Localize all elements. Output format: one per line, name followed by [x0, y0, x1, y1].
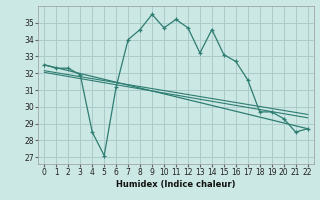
- X-axis label: Humidex (Indice chaleur): Humidex (Indice chaleur): [116, 180, 236, 189]
